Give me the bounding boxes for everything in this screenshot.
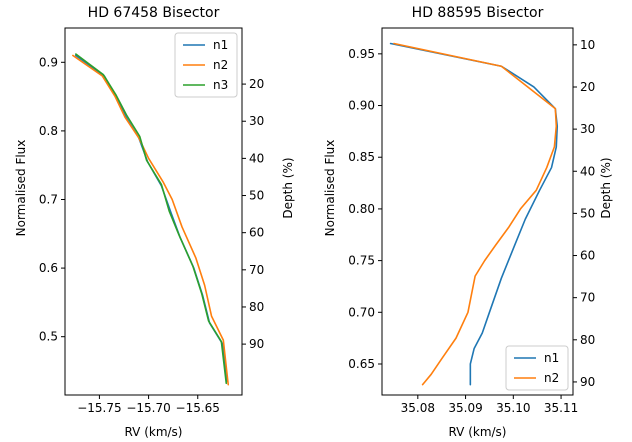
right-y-tick-label: 20 — [249, 77, 264, 91]
right-y-axis-label: Depth (%) — [599, 157, 613, 218]
right-y-axis-label: Depth (%) — [281, 157, 295, 218]
series-line-n1 — [389, 42, 559, 386]
y-tick-label: 0.65 — [348, 357, 375, 371]
plot-area: 35.08 35.09 35.10 35.11 0.65 0.70 0.75 0.80 0.85… — [348, 27, 595, 415]
x-tick-label: 35.08 — [401, 401, 435, 415]
legend-label-n1: n1 — [544, 351, 559, 365]
y-tick-label: 0.80 — [348, 202, 375, 216]
y-axis-label: Normalised Flux — [323, 140, 337, 237]
right-y-tick-label: 10 — [580, 38, 595, 52]
right-y-tick-label: 50 — [249, 189, 264, 203]
y-tick-label: 0.8 — [39, 124, 58, 138]
y-tick-label: 0.6 — [39, 261, 58, 275]
chart-title: HD 88595 Bisector — [412, 5, 544, 21]
legend-frame — [505, 345, 569, 391]
right-y-tick-label: 40 — [580, 164, 595, 178]
axes-frame — [64, 27, 243, 396]
series-line-n3 — [75, 53, 228, 385]
right-y-tick-label: 40 — [249, 151, 264, 165]
legend-label-n1: n1 — [213, 38, 228, 52]
right-y-tick-label: 60 — [580, 249, 595, 263]
x-tick-label: −15.75 — [77, 401, 121, 415]
y-tick-label: 0.5 — [39, 330, 58, 344]
chart-title: HD 67458 Bisector — [88, 5, 220, 21]
y-tick-label: 0.95 — [348, 47, 375, 61]
y-axis-label: Normalised Flux — [14, 140, 28, 237]
right-y-tick-label: 80 — [249, 300, 264, 314]
y-tick-label: 0.90 — [348, 99, 375, 113]
series-line-n2 — [72, 54, 230, 386]
right-y-tick-label: 70 — [580, 291, 595, 305]
legend-label-n2: n2 — [213, 58, 228, 72]
right-y-tick-label: 90 — [580, 375, 595, 389]
right-y-tick-label: 30 — [580, 122, 595, 136]
right-y-tick-label: 80 — [580, 333, 595, 347]
legend-label-n3: n3 — [213, 78, 228, 92]
plot-area: −15.75 −15.70 −15.65 0.5 0.6 0.7 0.8 0.9 20 30 40 5… — [39, 27, 264, 415]
right-y-tick-label: 50 — [580, 206, 595, 220]
right-y-tick-label: 60 — [249, 226, 264, 240]
right-y-tick-label: 20 — [580, 80, 595, 94]
series-line-n2 — [393, 42, 558, 386]
right-y-tick-label: 70 — [249, 263, 264, 277]
y-tick-label: 0.75 — [348, 254, 375, 268]
x-axis-label: RV (km/s) — [448, 425, 506, 439]
x-tick-label: 35.11 — [544, 401, 578, 415]
chart-hd88595: HD 88595 Bisector RV (km/s) Normalised F… — [323, 5, 613, 439]
y-tick-label: 0.85 — [348, 150, 375, 164]
y-tick-label: 0.7 — [39, 192, 58, 206]
axes-frame — [381, 27, 574, 396]
chart-hd67458: HD 67458 Bisector RV (km/s) Normalised F… — [14, 5, 295, 439]
x-tick-label: 35.09 — [448, 401, 482, 415]
legend-label-n2: n2 — [544, 371, 559, 385]
y-tick-label: 0.9 — [39, 55, 58, 69]
y-tick-label: 0.70 — [348, 305, 375, 319]
legend: n1 n2 n3 — [174, 32, 238, 98]
right-y-tick-label: 30 — [249, 114, 264, 128]
x-axis-label: RV (km/s) — [124, 425, 182, 439]
right-y-tick-label: 90 — [249, 337, 264, 351]
legend-frame — [174, 32, 238, 98]
x-tick-label: 35.10 — [496, 401, 530, 415]
x-tick-label: −15.70 — [126, 401, 170, 415]
x-tick-label: −15.65 — [176, 401, 220, 415]
